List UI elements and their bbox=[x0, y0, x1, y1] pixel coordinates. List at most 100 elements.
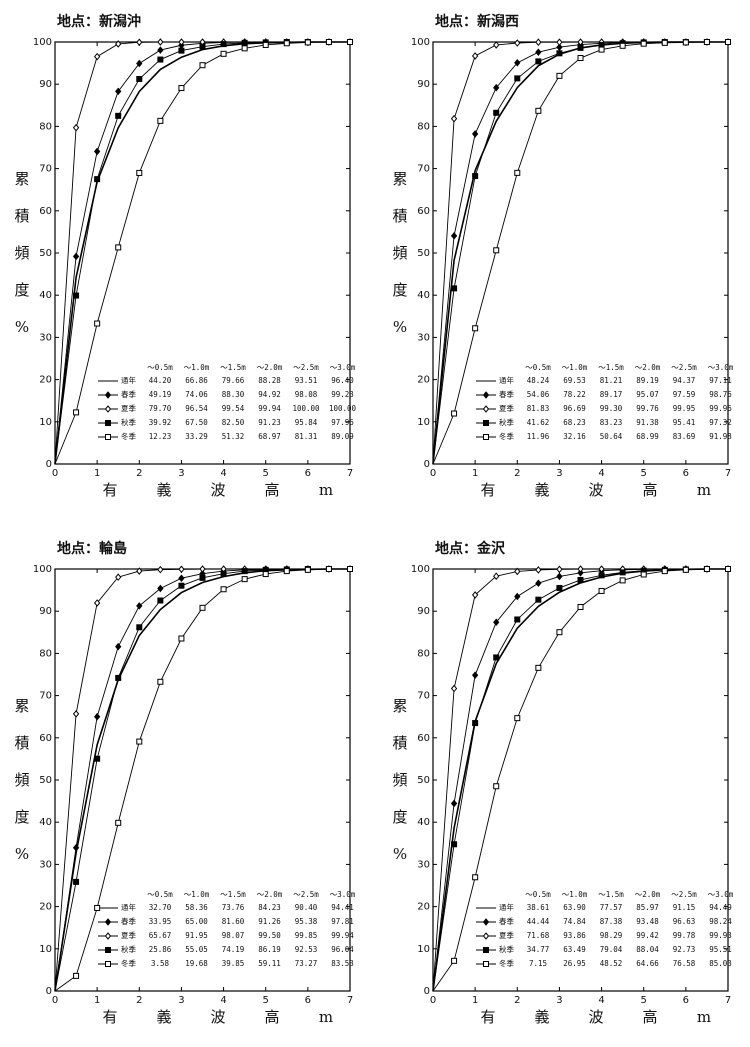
marker bbox=[493, 41, 500, 49]
table-cell: 99.78 bbox=[673, 931, 696, 940]
y-tick-label: 0 bbox=[424, 986, 430, 997]
y-axis-label: 積 bbox=[392, 207, 407, 225]
y-axis-label: 累 bbox=[14, 170, 29, 188]
marker bbox=[493, 83, 500, 92]
marker bbox=[220, 50, 227, 57]
table-header: ～3.0m bbox=[330, 363, 356, 372]
marker bbox=[241, 568, 248, 575]
marker bbox=[556, 565, 563, 574]
table-cell: 100.00 bbox=[292, 404, 320, 413]
y-tick-label: 80 bbox=[39, 648, 52, 659]
marker bbox=[105, 434, 111, 440]
marker bbox=[73, 972, 80, 979]
legend-label: 春季 bbox=[499, 916, 514, 926]
table-cell: 91.38 bbox=[636, 418, 659, 427]
x-tick-label: 4 bbox=[598, 995, 604, 1006]
marker bbox=[514, 616, 521, 623]
x-tick-label: 1 bbox=[472, 468, 478, 479]
x-tick-label: 3 bbox=[556, 995, 562, 1006]
marker bbox=[482, 405, 490, 413]
marker bbox=[93, 52, 101, 61]
table-cell: 74.06 bbox=[185, 390, 208, 399]
chart-title: 地点：新潟西 bbox=[435, 13, 519, 30]
y-tick-label: 80 bbox=[417, 648, 430, 659]
marker bbox=[482, 932, 490, 940]
y-axis-label: 累 bbox=[392, 697, 407, 715]
chart-title: 地点：新潟沖 bbox=[57, 13, 141, 30]
marker bbox=[178, 574, 185, 583]
table-cell: 83.23 bbox=[600, 418, 623, 427]
table-cell: 99.94 bbox=[331, 931, 354, 940]
marker bbox=[493, 654, 500, 661]
legend-label: 夏季 bbox=[121, 403, 136, 413]
table-cell: 89.19 bbox=[636, 376, 659, 385]
table-cell: 81.83 bbox=[527, 404, 550, 413]
marker bbox=[661, 39, 668, 46]
table-cell: 94.49 bbox=[709, 903, 732, 912]
x-tick-label: 2 bbox=[136, 995, 142, 1006]
table-header: ～2.0m bbox=[257, 890, 283, 899]
series-line bbox=[54, 41, 350, 465]
table-cell: 67.50 bbox=[185, 418, 208, 427]
marker bbox=[136, 624, 143, 631]
table-header: ～1.5m bbox=[220, 890, 246, 899]
table-cell: 99.54 bbox=[222, 404, 245, 413]
marker bbox=[450, 799, 458, 808]
marker bbox=[94, 176, 101, 183]
marker bbox=[347, 566, 353, 572]
marker bbox=[450, 684, 458, 693]
table-cell: 82.50 bbox=[222, 418, 245, 427]
y-tick-label: 0 bbox=[46, 459, 52, 470]
x-axis-label: 有 bbox=[480, 1008, 495, 1026]
marker bbox=[72, 252, 80, 261]
marker bbox=[472, 325, 479, 332]
y-tick-label: 0 bbox=[46, 986, 52, 997]
table-cell: 41.62 bbox=[527, 418, 550, 427]
x-tick-label: 0 bbox=[430, 468, 436, 479]
x-axis-label: m bbox=[319, 481, 333, 499]
table-cell: 95.07 bbox=[636, 390, 659, 399]
legend-label: 冬季 bbox=[121, 431, 136, 441]
marker bbox=[178, 47, 185, 54]
y-tick-label: 80 bbox=[417, 121, 430, 132]
table-cell: 74.84 bbox=[563, 917, 586, 926]
series-line bbox=[54, 568, 350, 992]
table-cell: 33.95 bbox=[149, 917, 172, 926]
table-cell: 59.11 bbox=[258, 959, 281, 968]
table-cell: 98.76 bbox=[709, 390, 732, 399]
x-tick-label: 5 bbox=[263, 995, 269, 1006]
table-cell: 99.95 bbox=[673, 404, 696, 413]
y-tick-label: 60 bbox=[39, 206, 52, 217]
marker bbox=[283, 40, 290, 47]
table-cell: 85.97 bbox=[636, 903, 659, 912]
y-tick-label: 60 bbox=[417, 206, 430, 217]
marker bbox=[577, 576, 584, 583]
x-tick-label: 2 bbox=[514, 995, 520, 1006]
table-cell: 73.76 bbox=[222, 903, 245, 912]
marker bbox=[471, 591, 479, 599]
x-axis-label: 義 bbox=[534, 1008, 549, 1026]
x-tick-label: 6 bbox=[683, 995, 689, 1006]
table-cell: 97.32 bbox=[709, 418, 732, 427]
table-header: ～3.0m bbox=[330, 890, 356, 899]
x-tick-label: 7 bbox=[347, 995, 353, 1006]
marker bbox=[136, 567, 143, 575]
legend-label: 春季 bbox=[499, 389, 514, 399]
marker bbox=[199, 62, 206, 69]
table-cell: 3.58 bbox=[151, 959, 170, 968]
marker bbox=[199, 43, 206, 50]
table-cell: 88.28 bbox=[258, 376, 281, 385]
table-cell: 98.08 bbox=[295, 390, 318, 399]
table-cell: 96.54 bbox=[185, 404, 208, 413]
y-tick-label: 20 bbox=[417, 375, 430, 386]
table-cell: 99.76 bbox=[636, 404, 659, 413]
table-cell: 79.66 bbox=[222, 376, 245, 385]
marker bbox=[157, 565, 164, 574]
table-header: ～1.0m bbox=[562, 363, 588, 372]
y-tick-label: 70 bbox=[417, 164, 430, 175]
marker bbox=[73, 878, 80, 885]
table-header: ～2.5m bbox=[671, 890, 697, 899]
table-cell: 39.92 bbox=[149, 418, 172, 427]
y-tick-label: 30 bbox=[39, 332, 52, 343]
marker bbox=[725, 39, 731, 45]
